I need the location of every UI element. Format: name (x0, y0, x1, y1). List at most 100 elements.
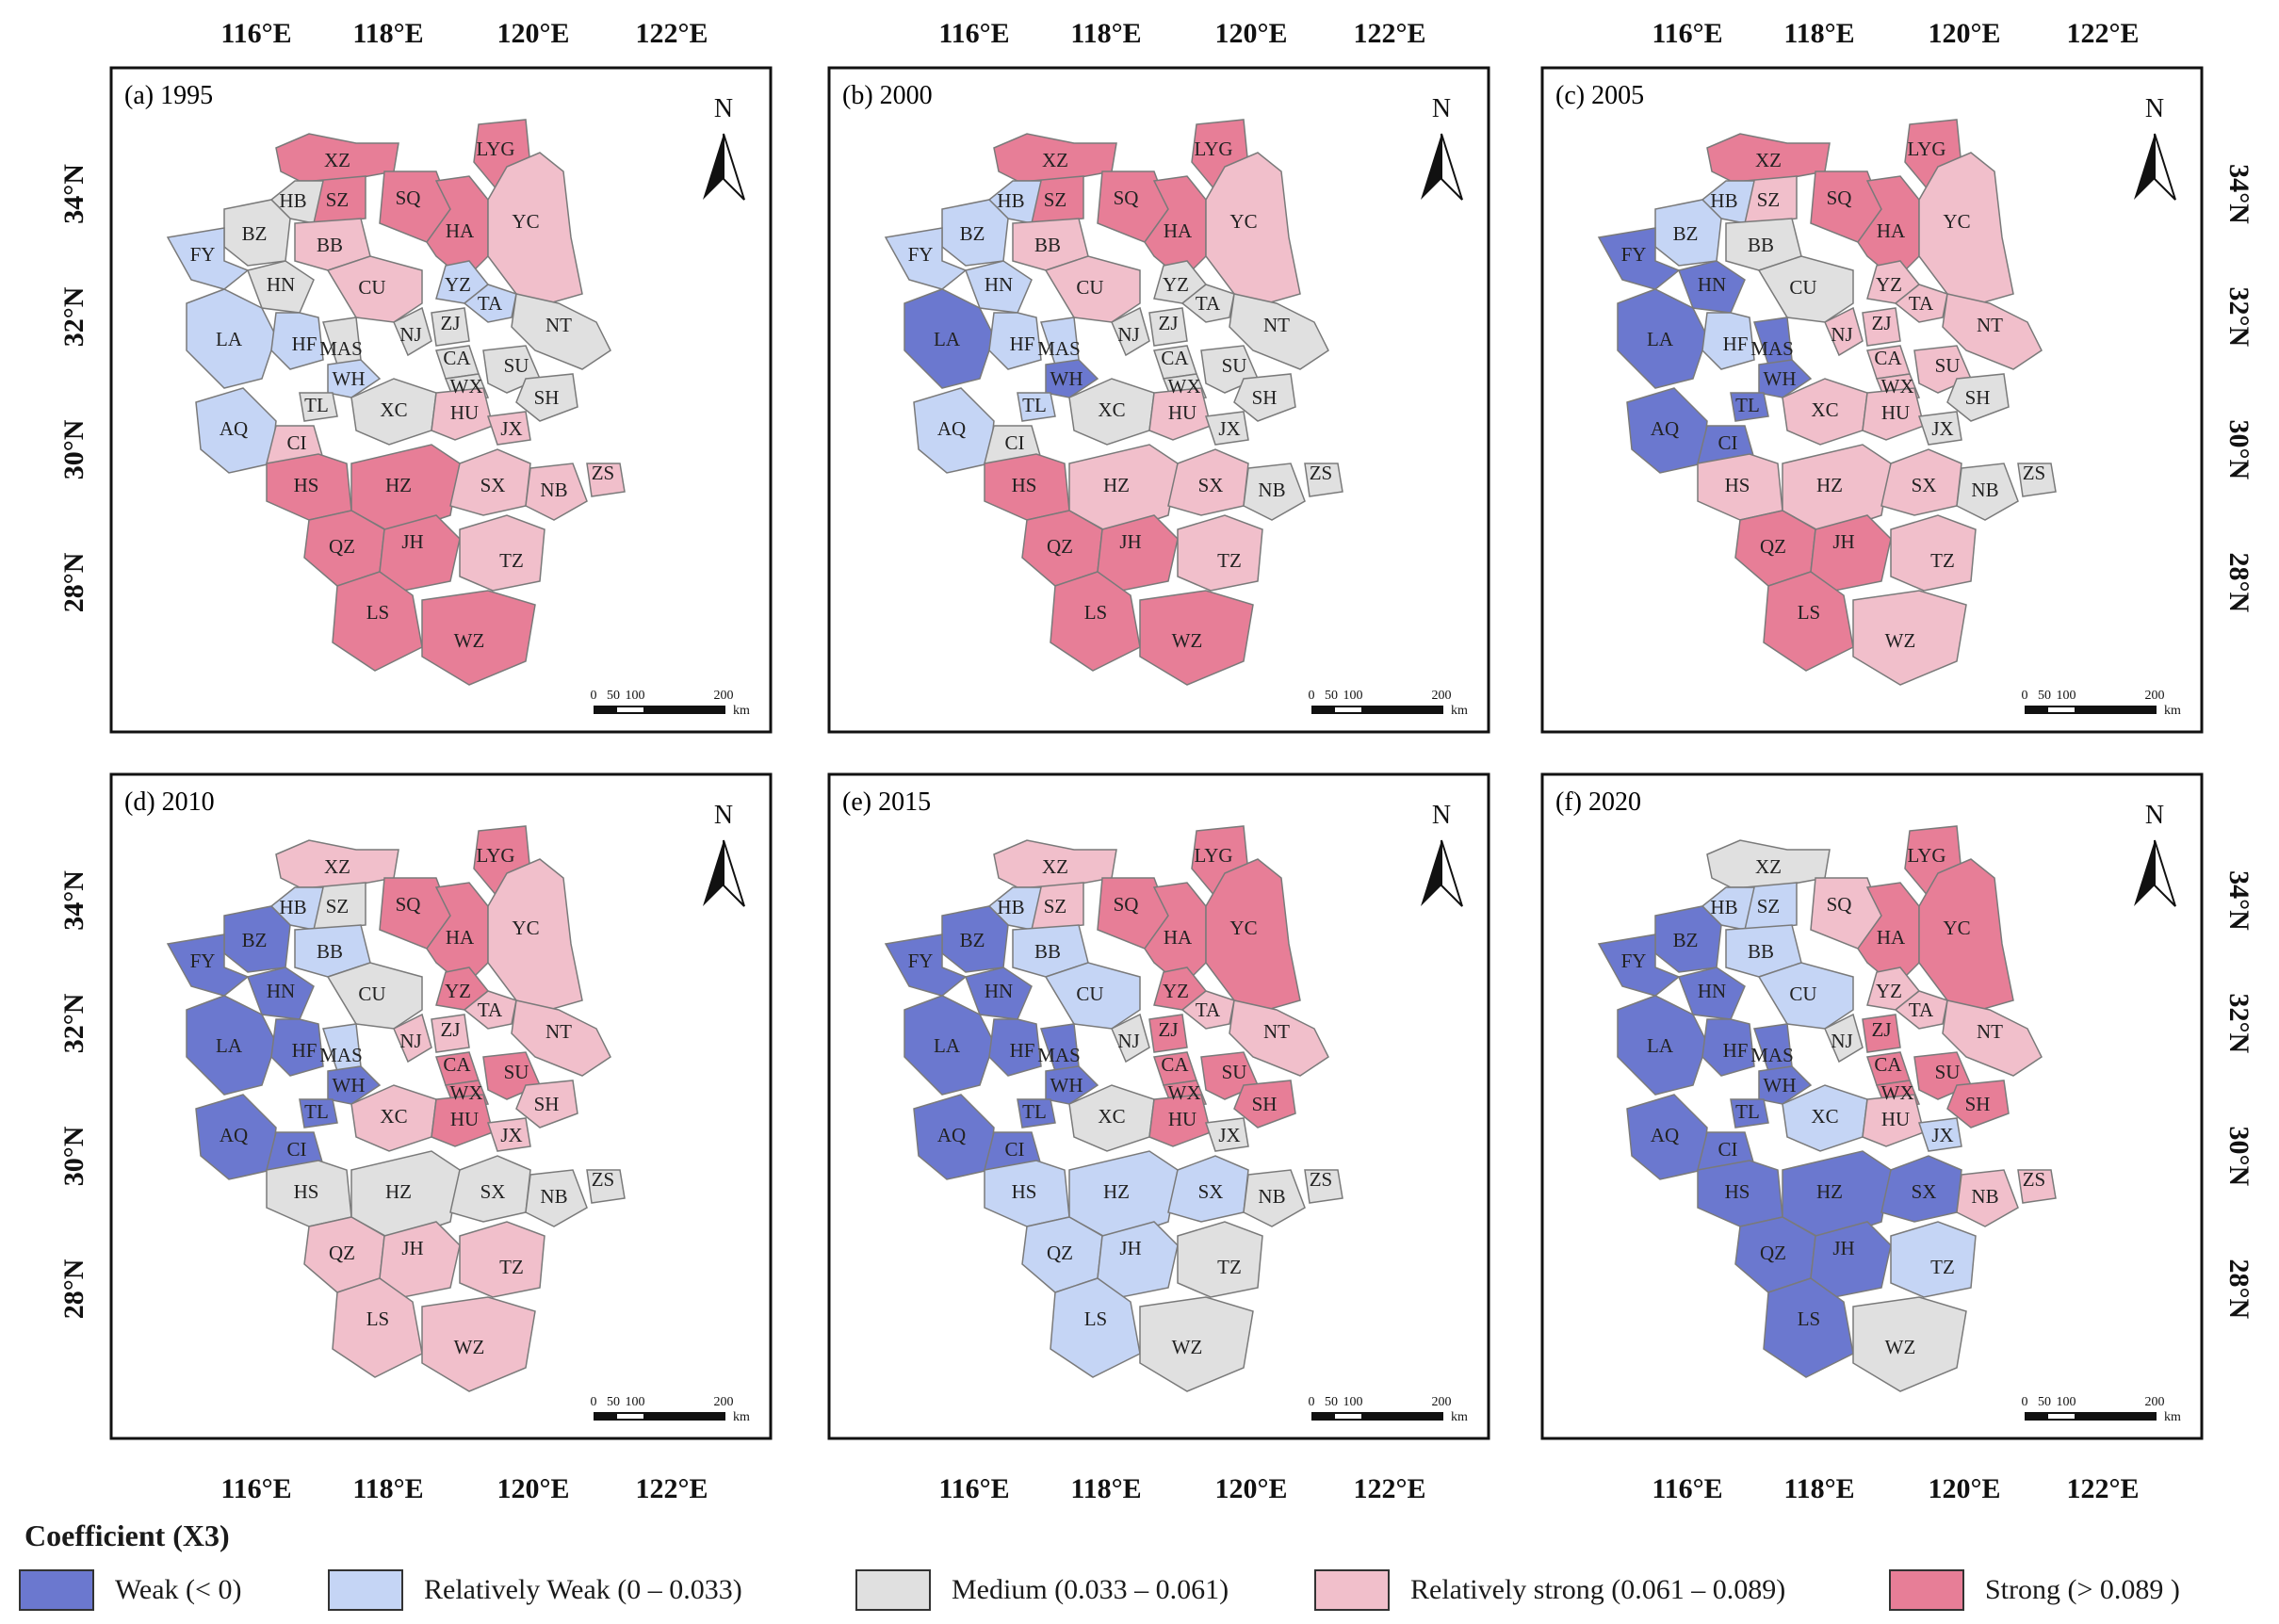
legend-item-strong: Strong (> 0.089 ) (1889, 1567, 2180, 1613)
region-ta (463, 990, 517, 1030)
region-label-cu: CU (1789, 276, 1816, 299)
region-nb (1243, 1169, 1306, 1227)
region-label-hn: HN (985, 273, 1013, 296)
scale-label: 200 (1432, 1395, 1452, 1409)
region-sh (1233, 373, 1296, 422)
region-nt (1229, 999, 1329, 1077)
region-tl (299, 1098, 338, 1129)
region-sh (515, 1080, 578, 1129)
legend-item-relatively-weak: Relatively Weak (0 – 0.033) (328, 1567, 742, 1613)
region-hf (270, 312, 324, 370)
region-label-jh: JH (1119, 1237, 1141, 1259)
region-yc (1205, 858, 1301, 1011)
north-arrow-icon (2134, 133, 2176, 201)
lat-label-left: 28°N (58, 1259, 90, 1319)
region-tz (1177, 514, 1263, 592)
region-hn (965, 966, 1033, 1020)
north-arrow-icon (703, 839, 745, 907)
region-label-tl: TL (1022, 1100, 1047, 1123)
region-label-sz: SZ (1044, 895, 1067, 918)
region-label-hu: HU (1168, 401, 1196, 424)
region-label-lyg: LYG (1194, 844, 1232, 867)
region-ta (463, 284, 517, 323)
scale-label: 50 (607, 1395, 620, 1409)
region-wh (1045, 1065, 1099, 1105)
lat-label-right: 34°N (2223, 164, 2255, 224)
region-label-qz: QZ (1760, 535, 1786, 558)
region-label-yz: YZ (1163, 980, 1189, 1002)
region-label-zs: ZS (1310, 1168, 1333, 1191)
region-label-sq: SQ (1114, 187, 1139, 209)
scale-label: 200 (714, 1395, 734, 1409)
lon-label-bottom: 120°E (1928, 1473, 2000, 1504)
region-label-fy: FY (1621, 950, 1647, 972)
region-label-cu: CU (1076, 276, 1103, 299)
region-label-yc: YC (1229, 210, 1257, 233)
region-label-ca: CA (1874, 1053, 1902, 1076)
region-jx (1204, 1117, 1249, 1152)
region-label-xc: XC (380, 1105, 407, 1128)
region-nj (393, 1013, 432, 1064)
scale-unit: km (2164, 1410, 2181, 1424)
legend-item-relatively-strong: Relatively strong (0.061 – 0.089) (1314, 1567, 1785, 1613)
region-label-sx: SX (1198, 474, 1224, 496)
legend-label-relatively-strong: Relatively strong (0.061 – 0.089) (1410, 1574, 1786, 1605)
region-label-fy: FY (908, 950, 934, 972)
region-label-hb: HB (1710, 189, 1737, 212)
region-label-hs: HS (1725, 474, 1750, 496)
lat-label-right: 28°N (2223, 1259, 2255, 1320)
region-label-xz: XZ (324, 855, 350, 878)
region-label-zs: ZS (592, 462, 615, 484)
region-sh (1946, 1080, 2010, 1129)
scale-label: 50 (2038, 689, 2051, 703)
region-ta (1894, 990, 1948, 1030)
region-label-zs: ZS (592, 1168, 615, 1191)
region-la (1617, 288, 1708, 389)
lon-label-top: 120°E (1928, 18, 2000, 49)
region-label-hb: HB (997, 896, 1024, 918)
region-zj (1862, 1014, 1901, 1053)
region-label-wz: WZ (1885, 629, 1916, 652)
region-label-hz: HZ (1816, 474, 1843, 496)
region-label-yz: YZ (445, 273, 471, 296)
region-zs (2017, 463, 2057, 497)
north-label: N (1432, 801, 1451, 830)
region-label-ca: CA (1161, 347, 1189, 369)
region-label-zj: ZJ (441, 312, 461, 334)
region-label-fy: FY (908, 243, 934, 266)
lat-label-left: 34°N (58, 870, 90, 931)
panel-title: (e) 2015 (842, 788, 931, 817)
region-label-yc: YC (1229, 917, 1257, 939)
region-label-bb: BB (1748, 234, 1774, 256)
region-wz (1139, 590, 1254, 686)
region-label-jx: JX (500, 417, 522, 440)
region-label-xc: XC (1811, 398, 1838, 421)
region-label-hb: HB (279, 896, 306, 918)
region-label-tl: TL (1735, 394, 1760, 416)
region-label-hf: HF (1010, 333, 1035, 355)
region-label-jx: JX (1931, 417, 1953, 440)
region-label-wx: WX (1881, 375, 1914, 398)
region-jx (486, 411, 531, 446)
region-label-sh: SH (1252, 1093, 1278, 1115)
region-label-cu: CU (1076, 983, 1103, 1005)
region-nj (1824, 1013, 1864, 1064)
region-label-hz: HZ (1103, 474, 1130, 496)
region-label-yc: YC (512, 917, 539, 939)
lon-label-top: 120°E (1214, 18, 1287, 49)
region-label-hn: HN (1698, 273, 1726, 296)
region-label-sh: SH (534, 386, 560, 409)
region-label-jx: JX (1218, 417, 1240, 440)
region-wh (327, 359, 382, 398)
region-label-ha: HA (1164, 219, 1193, 242)
legend-label-strong: Strong (> 0.089 ) (1985, 1574, 2180, 1605)
scale-unit: km (1451, 704, 1468, 718)
region-label-ha: HA (1877, 926, 1906, 949)
region-ta (1894, 284, 1948, 323)
region-label-sx: SX (1198, 1180, 1224, 1203)
region-zj (1148, 307, 1188, 347)
region-label-bb: BB (1748, 940, 1774, 963)
region-label-hu: HU (1881, 401, 1910, 424)
region-label-nt: NT (545, 314, 572, 336)
